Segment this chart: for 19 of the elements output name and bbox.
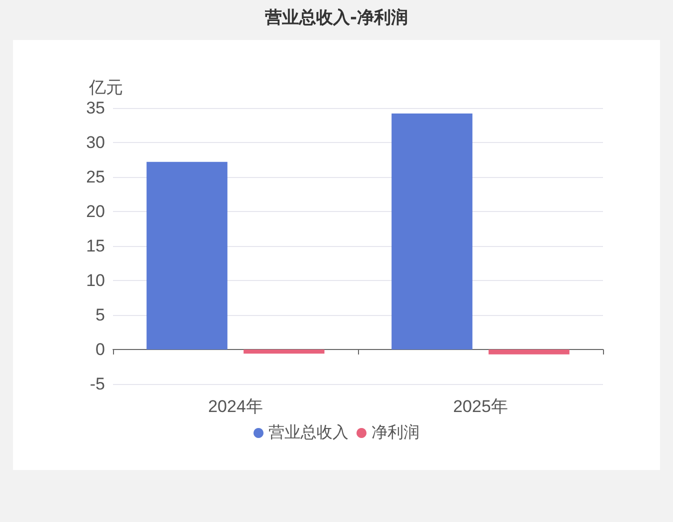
y-axis-title: 亿元 (88, 78, 123, 97)
legend-label: 营业总收入 (268, 424, 348, 442)
y-tick-label: 5 (96, 306, 105, 324)
y-tick-label: 10 (86, 271, 105, 290)
chart-title: 营业总收入-净利润 (264, 7, 410, 29)
y-tick-label: -5 (90, 374, 105, 394)
bar (146, 162, 228, 350)
bar (488, 350, 570, 354)
bar (392, 114, 472, 350)
y-tick-label: 30 (86, 133, 105, 152)
y-tick-label: 0 (96, 340, 105, 359)
legend-label: 净利润 (372, 424, 420, 442)
bar (244, 350, 324, 354)
y-tick-label: 35 (86, 98, 105, 118)
x-tick-label: 2024年 (208, 397, 263, 416)
x-tick-label: 2025年 (453, 397, 508, 416)
y-tick-label: 25 (86, 168, 105, 186)
y-tick-label: 15 (86, 236, 105, 256)
y-tick-label: 20 (86, 202, 105, 221)
